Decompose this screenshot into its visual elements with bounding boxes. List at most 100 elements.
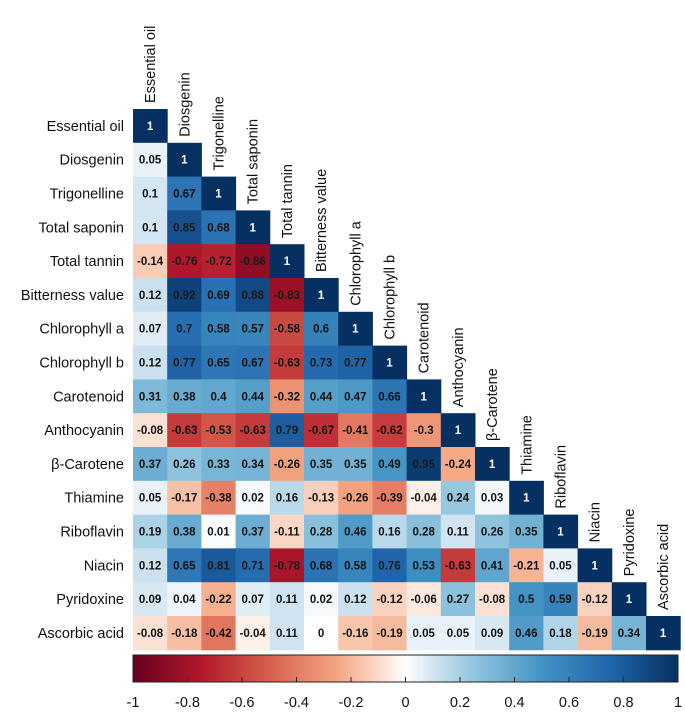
cell-value-label: 0.35: [515, 527, 538, 539]
heatmap-cell: [406, 480, 442, 516]
cell-value-label: 0.33: [207, 459, 229, 471]
cell-value-label: -0.06: [411, 594, 437, 606]
cell-value-label: 0.1: [142, 222, 159, 234]
cell-value-label: -0.08: [479, 594, 506, 606]
row-label-bitterness-value: Bitterness value: [21, 288, 124, 304]
heatmap-cell: [440, 480, 476, 516]
cell-value-label: -0.32: [274, 391, 300, 403]
heatmap-cell: [201, 413, 237, 448]
cell-value-label: 0.16: [378, 527, 400, 539]
heatmap-cell: [167, 311, 202, 347]
heatmap-cell: [167, 582, 202, 617]
cell-value-label: -0.08: [137, 628, 164, 640]
heatmap-cell: [304, 379, 339, 414]
row-label-chlorophyll-a: Chlorophyll a: [39, 322, 125, 338]
cell-value-label: 1: [455, 425, 462, 437]
heatmap-cell: [338, 480, 373, 516]
cell-value-label: -0.26: [274, 459, 300, 471]
heatmap-cell: [475, 480, 510, 516]
heatmap-cell: [235, 480, 271, 516]
cell-value-label: 0.07: [139, 324, 161, 336]
heatmap-cell: [235, 548, 271, 583]
heatmap-cell: [167, 142, 202, 178]
heatmap-cell: [133, 582, 168, 617]
heatmap-cell: [304, 278, 339, 313]
heatmap-cell: [269, 582, 305, 617]
heatmap-cell: [611, 582, 647, 617]
cell-value-label: 0.7: [176, 324, 192, 336]
heatmap-cell: [235, 345, 271, 380]
cell-value-label: -0.38: [205, 493, 232, 505]
cell-value-label: 0.05: [447, 628, 470, 640]
cell-value-label: 0.11: [276, 594, 298, 606]
heatmap-cell: [543, 582, 579, 617]
heatmap-cell: [133, 176, 168, 211]
heatmap-cell: [406, 379, 442, 414]
cell-value-label: 0.05: [549, 560, 572, 572]
heatmap-cell: [509, 616, 544, 651]
heatmap-cell: [133, 109, 168, 144]
cell-value-label: -0.24: [445, 459, 472, 471]
heatmap-cell: [201, 548, 237, 583]
heatmap-cell: [611, 616, 647, 651]
colorbar-tick-label: -0.6: [230, 695, 255, 711]
heatmap-cell: [235, 582, 271, 617]
heatmap-cell: [235, 379, 271, 414]
cell-value-label: 0.88: [242, 290, 265, 302]
heatmap-cell: [304, 413, 339, 448]
heatmap-cell: [133, 311, 168, 347]
heatmap-cell: [167, 480, 202, 516]
cell-value-label: 0.67: [173, 189, 195, 201]
cell-value-label: 0.95: [413, 459, 436, 471]
heatmap-cell: [269, 311, 305, 347]
column-label-chlorophyll-b: Chlorophyll b: [383, 255, 399, 340]
heatmap-cell: [235, 311, 271, 347]
cell-value-label: 0.12: [139, 290, 161, 302]
row-label-total-tannin: Total tannin: [50, 254, 124, 270]
cell-value-label: 0.37: [242, 527, 264, 539]
cell-value-label: 0.07: [242, 594, 264, 606]
column-label-niacin: Niacin: [588, 502, 604, 542]
heatmap-cell: [133, 480, 168, 516]
cell-value-label: 0: [318, 628, 324, 640]
heatmap-cell: [372, 616, 408, 651]
heatmap-cell: [167, 548, 202, 583]
heatmap-cell: [167, 514, 202, 549]
cell-value-label: -0.83: [274, 290, 300, 302]
row-labels: Essential oil Diosgenin Trigonelline Total …: [21, 119, 125, 642]
cell-value-label: -0.26: [342, 493, 368, 505]
column-labels: Essential oil Diosgenin Trigonelline Total …: [143, 26, 672, 610]
cell-value-label: 0.44: [310, 391, 333, 403]
cell-value-label: 1: [489, 459, 496, 471]
cell-value-label: 0.11: [276, 628, 298, 640]
cell-value-label: 0.68: [207, 222, 230, 234]
heatmap-cell: [304, 480, 339, 516]
cell-value-label: -0.18: [171, 628, 198, 640]
cell-value-label: 0.85: [173, 222, 196, 234]
heatmap-cell: [577, 616, 613, 651]
heatmap-cell: [201, 176, 237, 211]
heatmap-cell: [269, 345, 305, 380]
cell-value-label: -0.08: [137, 425, 164, 437]
heatmap-cell: [440, 616, 476, 651]
cell-value-label: 1: [523, 493, 530, 505]
heatmap-cell: [577, 548, 613, 583]
heatmap-cell: [406, 548, 442, 583]
cell-value-label: 0.35: [344, 459, 367, 471]
heatmap-cell: [201, 311, 237, 347]
heatmap-cell: [167, 616, 202, 651]
heatmap-cell: [201, 514, 237, 549]
heatmap-cell: [440, 548, 476, 583]
column-label-essential-oil: Essential oil: [143, 26, 159, 103]
heatmap-cell: [167, 278, 202, 313]
heatmap-cell: [475, 582, 510, 617]
heatmap-cell: [338, 548, 373, 583]
cell-value-label: 0.35: [310, 459, 333, 471]
heatmap-cell: [509, 548, 544, 583]
cell-value-label: 0.28: [413, 527, 436, 539]
colorbar-tick-label: 0: [401, 695, 409, 711]
cell-value-label: 0.1: [142, 189, 159, 201]
column-label-anthocyanin: Anthocyanin: [451, 327, 467, 407]
cell-value-label: 1: [147, 121, 154, 133]
